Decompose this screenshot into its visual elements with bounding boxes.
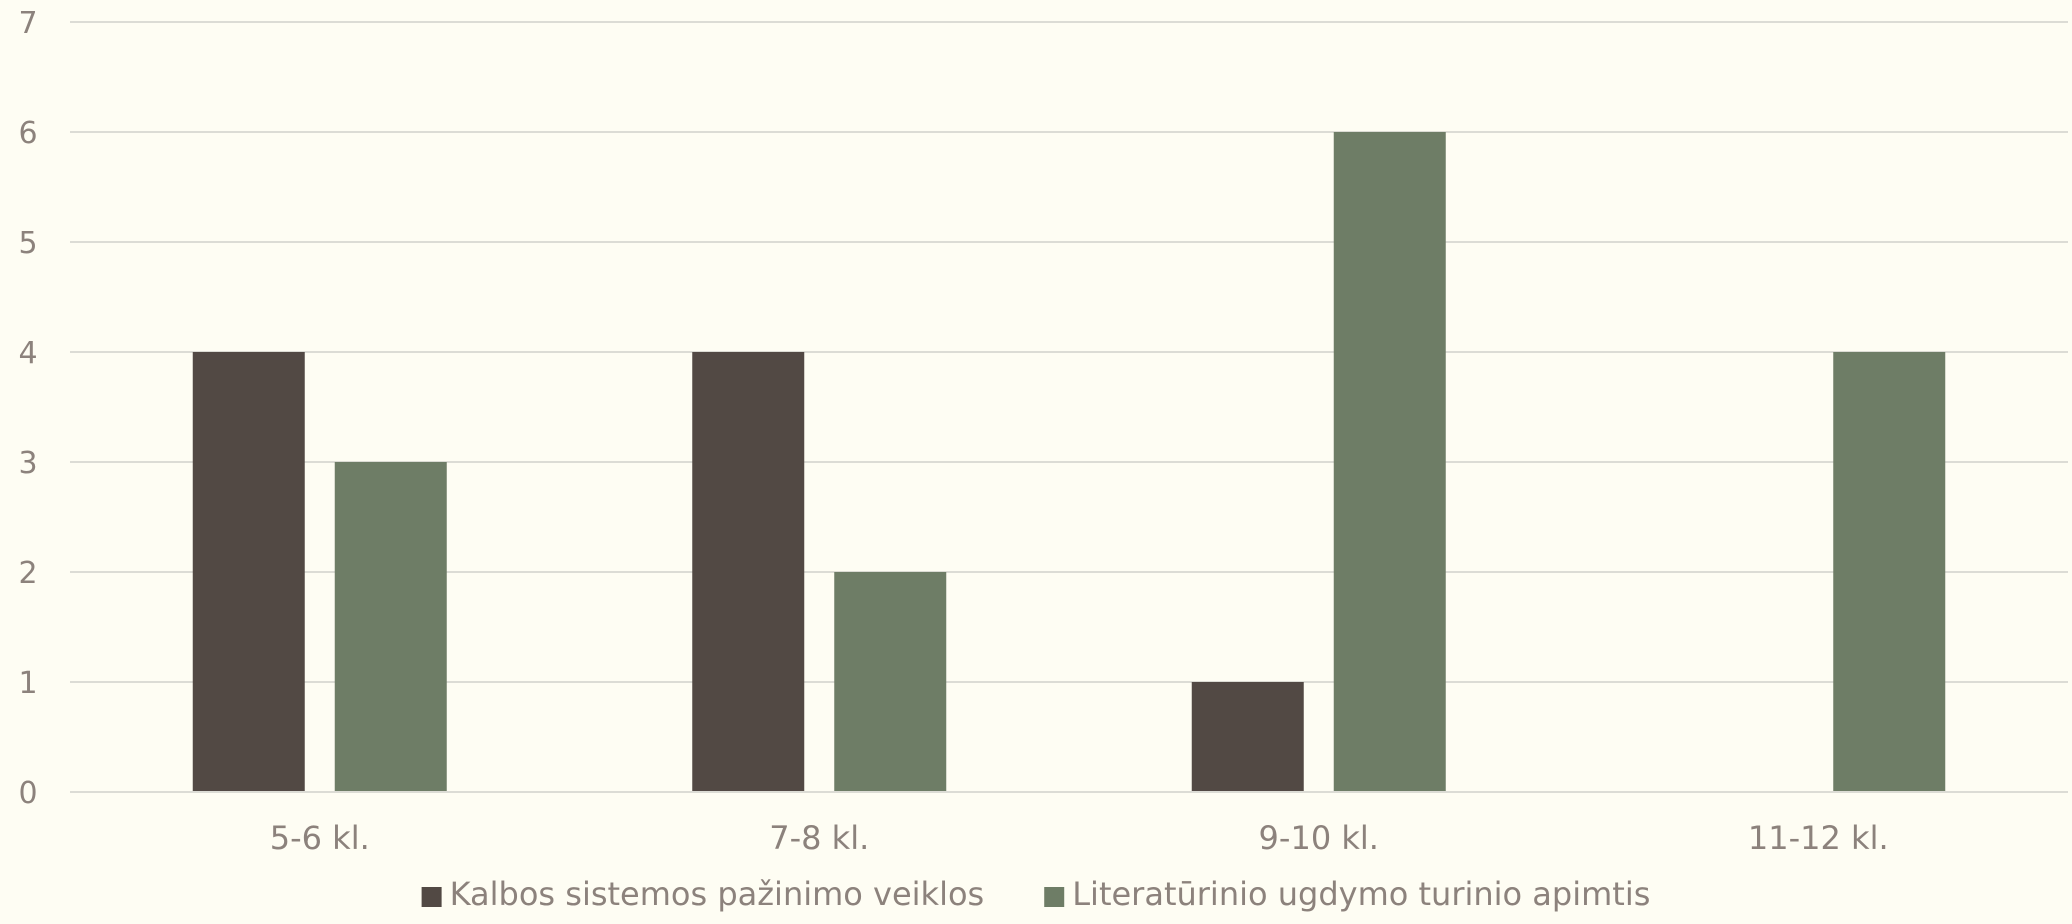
legend-swatch [1044,887,1065,907]
y-tick-label: 2 [18,556,37,591]
legend-label: Literatūrinio ugdymo turinio apimtis [1072,875,1650,913]
y-tick-label: 0 [18,776,37,811]
legend-entry: Literatūrinio ugdymo turinio apimtis [1044,875,1650,913]
y-tick-label: 5 [18,226,37,261]
legend-entry: Kalbos sistemos pažinimo veiklos [421,875,985,913]
y-axis-tick-labels: 0 1 2 3 4 5 6 7 [18,6,37,811]
y-tick-label: 1 [18,666,37,701]
legend: Kalbos sistemos pažinimo veiklos Literatū… [421,875,1650,913]
y-tick-label: 6 [18,116,37,151]
y-tick-label: 7 [18,6,37,41]
bars [192,132,1946,792]
y-tick-label: 4 [18,336,37,371]
bar [334,462,447,792]
x-axis: 5-6 kl. 7-8 kl. 9-10 kl. 11-12 kl. [70,791,2068,857]
bar [192,352,305,792]
bar [1191,682,1304,792]
bar [692,352,805,792]
x-tick-label: 5-6 kl. [270,819,370,857]
bar [1833,352,1946,792]
x-tick-label: 9-10 kl. [1259,819,1379,857]
x-tick-label: 11-12 kl. [1748,819,1889,857]
x-tick-label: 7-8 kl. [769,819,869,857]
bar [1333,132,1446,792]
legend-label: Kalbos sistemos pažinimo veiklos [450,875,985,913]
y-tick-label: 3 [18,446,37,481]
bar [834,572,947,792]
legend-swatch [421,887,442,907]
